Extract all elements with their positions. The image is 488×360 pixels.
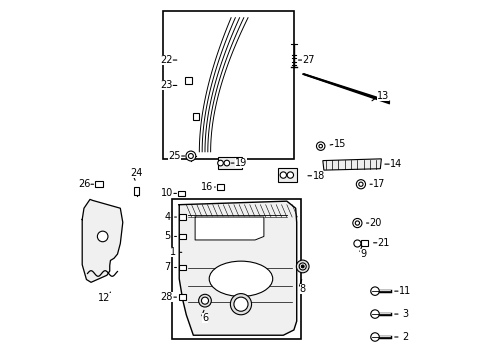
Circle shape <box>370 310 379 318</box>
Circle shape <box>188 154 193 158</box>
Circle shape <box>233 297 247 311</box>
Ellipse shape <box>209 261 272 296</box>
Text: 8: 8 <box>299 284 305 294</box>
Text: 11: 11 <box>398 286 410 296</box>
Circle shape <box>230 294 251 315</box>
Polygon shape <box>322 159 381 170</box>
Circle shape <box>217 160 223 166</box>
Text: 2: 2 <box>401 332 407 342</box>
Bar <box>95 181 103 188</box>
Bar <box>278 168 297 182</box>
Circle shape <box>355 221 359 225</box>
Text: 3: 3 <box>401 309 407 319</box>
Text: 1: 1 <box>170 247 176 257</box>
Text: 28: 28 <box>161 292 173 302</box>
Bar <box>217 157 241 170</box>
Circle shape <box>296 260 308 273</box>
Text: 13: 13 <box>376 91 388 101</box>
Text: 18: 18 <box>312 171 324 181</box>
Circle shape <box>370 287 379 295</box>
Circle shape <box>286 172 293 178</box>
Text: 24: 24 <box>130 168 142 178</box>
Text: 16: 16 <box>201 182 213 192</box>
Text: 6: 6 <box>202 313 207 323</box>
Polygon shape <box>195 217 264 240</box>
Circle shape <box>185 151 195 161</box>
Text: 14: 14 <box>389 159 402 169</box>
Bar <box>185 77 192 84</box>
Bar <box>217 184 223 190</box>
Polygon shape <box>179 201 296 335</box>
Text: 26: 26 <box>78 179 90 189</box>
Bar <box>179 214 186 220</box>
Circle shape <box>224 160 229 166</box>
Circle shape <box>316 142 324 150</box>
Bar <box>178 190 185 196</box>
Bar <box>179 234 186 239</box>
Circle shape <box>352 219 361 228</box>
Bar <box>192 113 199 120</box>
Text: 17: 17 <box>372 179 385 189</box>
Bar <box>179 265 186 270</box>
Text: 27: 27 <box>302 55 314 65</box>
Text: 15: 15 <box>333 139 345 149</box>
Text: 19: 19 <box>234 158 246 168</box>
Bar <box>163 11 293 159</box>
Text: 25: 25 <box>168 151 181 161</box>
Circle shape <box>358 182 362 186</box>
Bar <box>360 240 367 246</box>
Text: 21: 21 <box>377 238 389 248</box>
Circle shape <box>356 180 365 189</box>
Polygon shape <box>82 199 122 282</box>
Circle shape <box>301 265 304 268</box>
Bar <box>134 188 139 195</box>
Text: 9: 9 <box>359 249 366 259</box>
Text: 12: 12 <box>98 293 110 303</box>
Text: 20: 20 <box>369 218 381 228</box>
Text: 5: 5 <box>164 231 170 242</box>
Circle shape <box>198 294 211 307</box>
Circle shape <box>97 231 108 242</box>
Circle shape <box>353 240 360 247</box>
Text: 23: 23 <box>160 80 172 90</box>
Circle shape <box>280 172 286 178</box>
Text: 22: 22 <box>160 55 172 65</box>
Bar <box>172 199 300 339</box>
Text: 10: 10 <box>161 188 173 198</box>
Text: 4: 4 <box>164 212 170 222</box>
Circle shape <box>299 263 305 270</box>
Text: 7: 7 <box>164 262 170 273</box>
Circle shape <box>201 297 208 304</box>
Bar <box>179 294 186 300</box>
Circle shape <box>318 144 322 148</box>
Circle shape <box>370 333 379 341</box>
